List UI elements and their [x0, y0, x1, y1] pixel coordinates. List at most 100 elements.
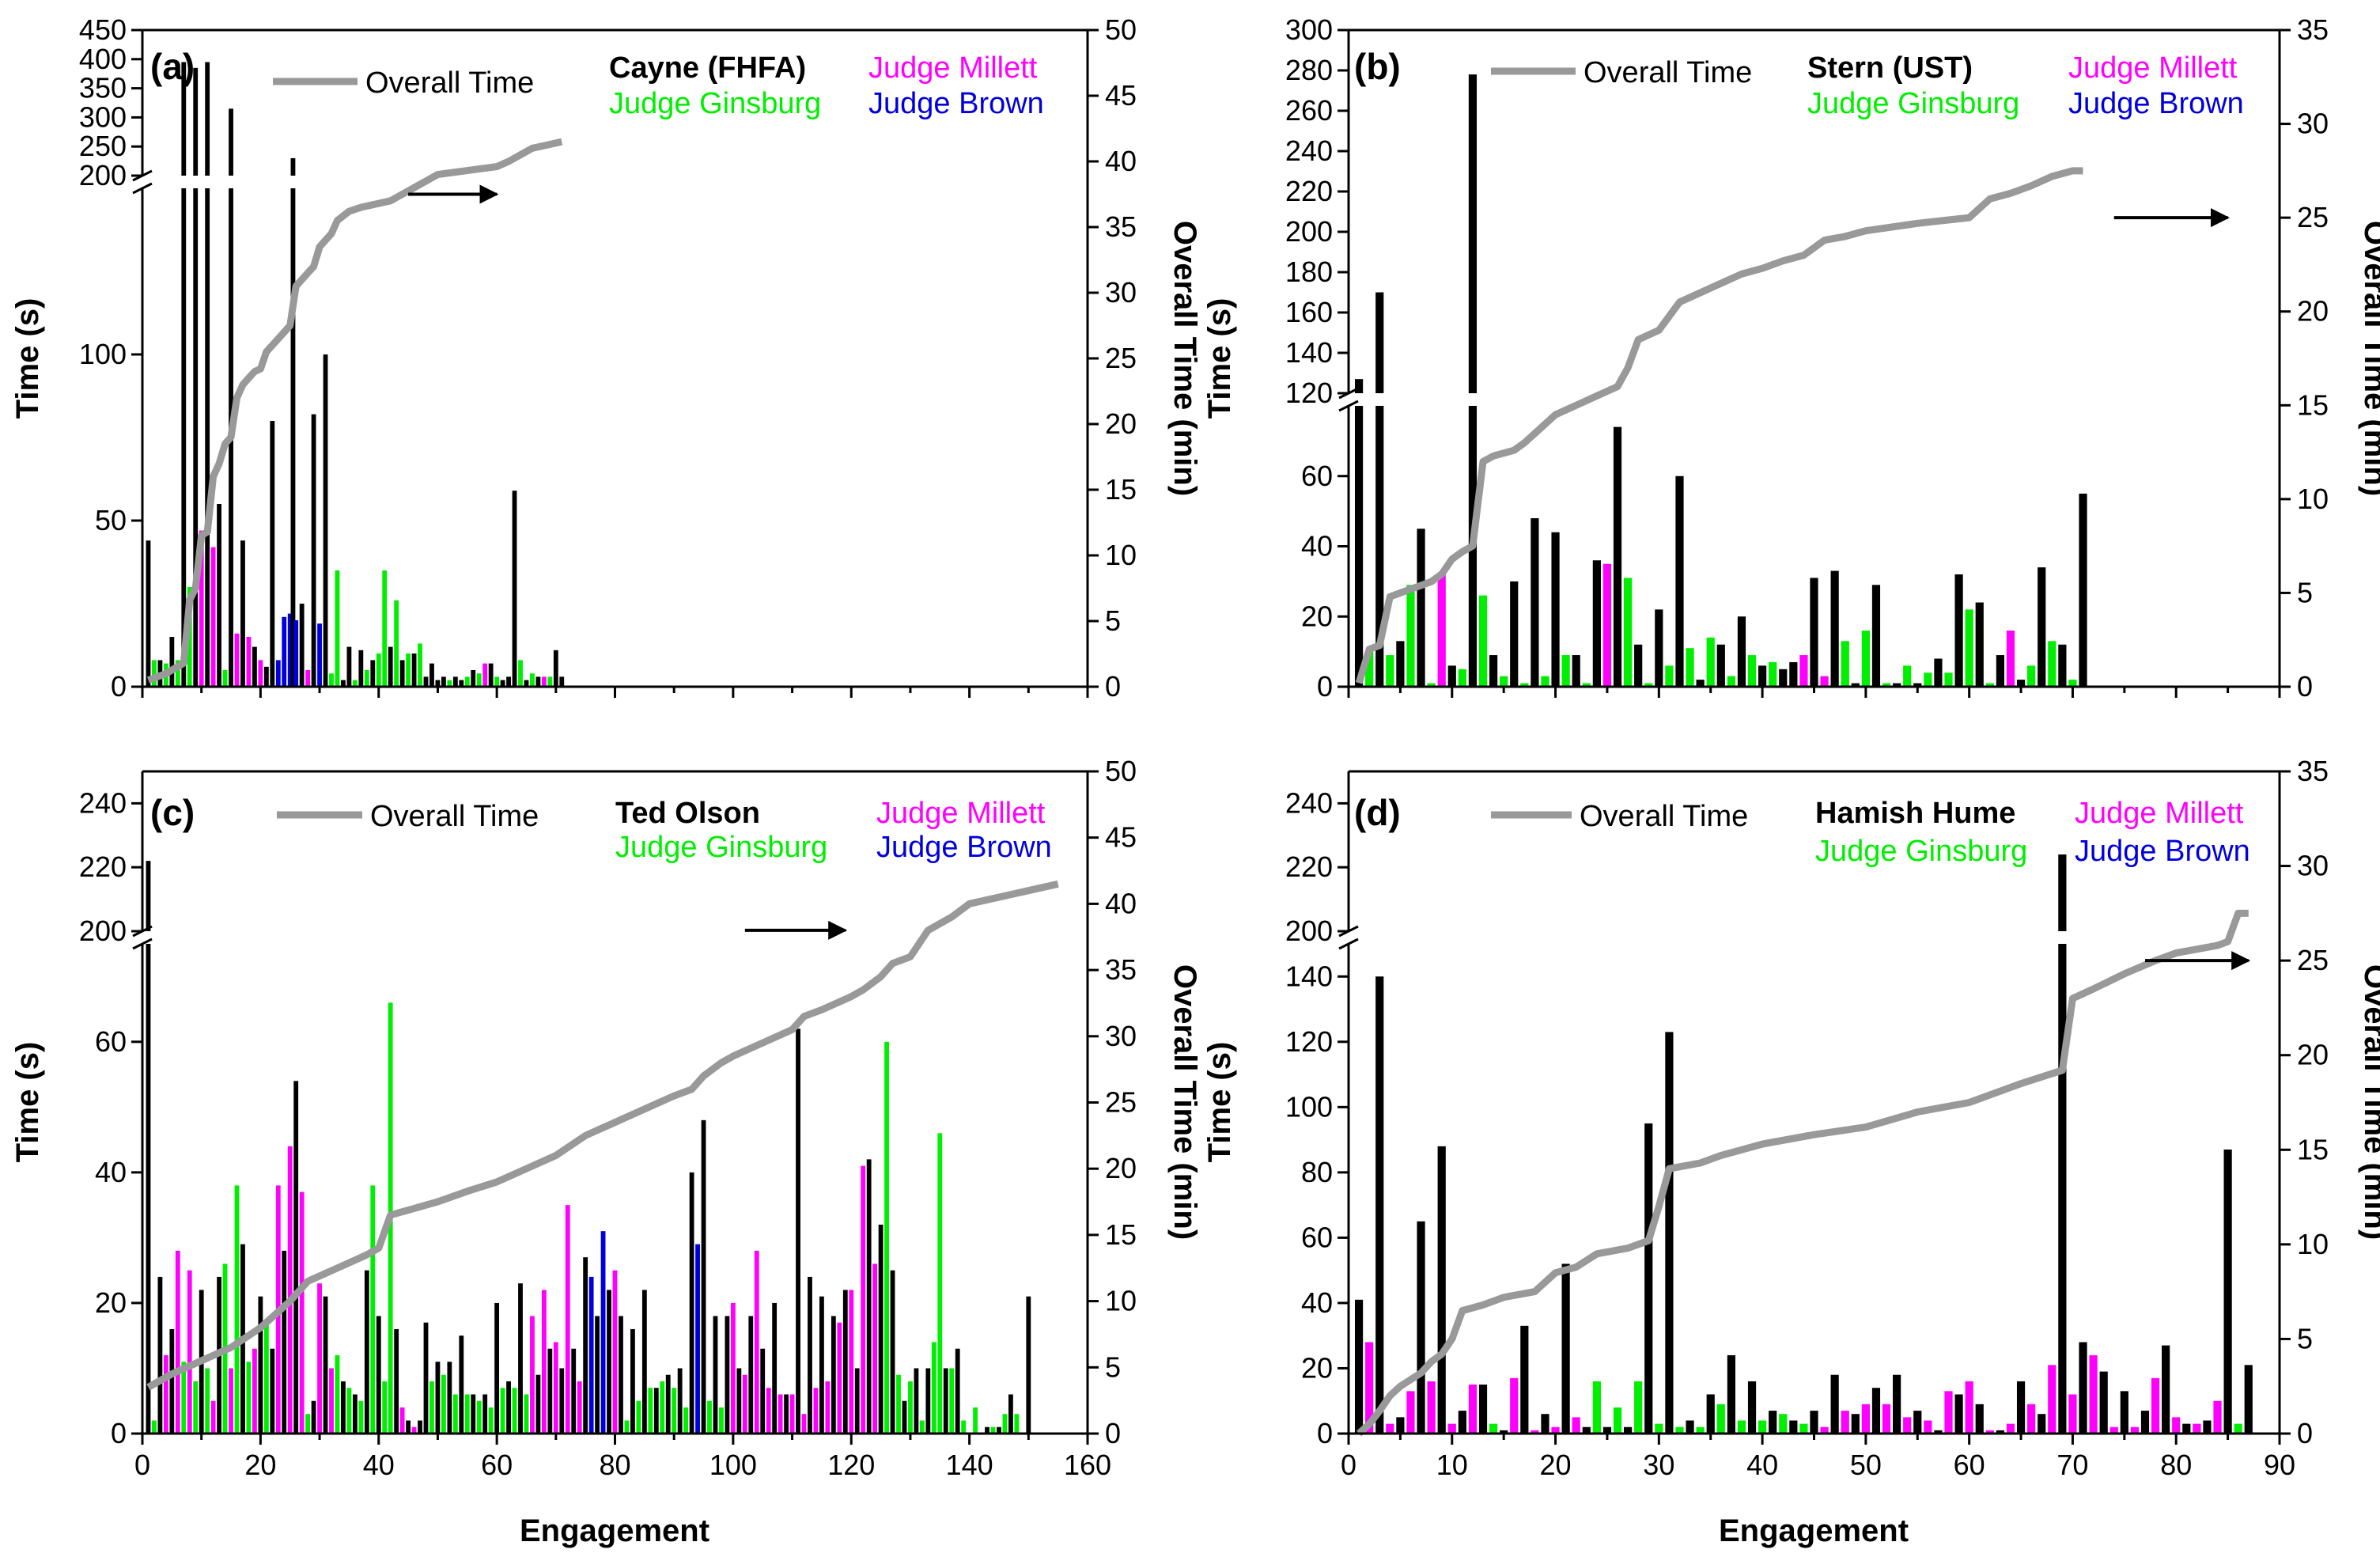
- panel-b-bar-ginsburg: [1561, 655, 1570, 687]
- panel-d-bar-speaker: [1893, 1374, 1901, 1434]
- panel-a-bar-speaker: [240, 540, 245, 687]
- panel-b-y-upper-tick-label: 120: [1285, 377, 1333, 409]
- panel-c-bar-speaker: [985, 1426, 989, 1434]
- panel-c-bar-millett: [299, 1191, 305, 1434]
- panel-b-bar-speaker: [1375, 406, 1384, 687]
- panel-d-y2label: Overall Time (min): [2358, 964, 2380, 1240]
- panel-c-bar-ginsburg: [660, 1381, 665, 1434]
- panel-c-bar-millett: [813, 1388, 819, 1434]
- panel-c-y2-tick-label: 15: [1105, 1218, 1137, 1251]
- panel-b-bar-speaker: [1975, 602, 1984, 687]
- panel-c-bar-speaker: [559, 1368, 565, 1434]
- panel-b-bar-ginsburg: [1706, 637, 1715, 687]
- panel-d-legend-ginsburg: Judge Ginsburg: [1815, 835, 2027, 868]
- panel-c-x-tick-label: 140: [946, 1449, 993, 1481]
- panel-d-bar-millett: [1406, 1391, 1415, 1434]
- panel-a-bar-speaker: [535, 676, 541, 687]
- panel-d-y-tick-label: 100: [1285, 1090, 1333, 1123]
- panel-c-y-tick-label: 60: [95, 1025, 127, 1058]
- panel-d-bar-speaker: [1789, 1420, 1798, 1434]
- panel-a-bar-brown: [275, 660, 281, 687]
- panel-c-bar-millett: [287, 1146, 293, 1434]
- panel-b-bar-ginsburg: [1841, 641, 1849, 687]
- panel-a-bar-speaker: [411, 653, 417, 687]
- panel-c-bar-ginsburg: [452, 1394, 458, 1434]
- panel-a-bar-ginsburg: [406, 653, 411, 687]
- panel-d-bar-speaker: [1561, 1263, 1570, 1434]
- panel-c-bar-speaker: [713, 1316, 718, 1434]
- panel-a-bar-ginsburg: [329, 673, 334, 687]
- panel-c-break-mark: [132, 938, 153, 950]
- panel-d-bar-millett: [1468, 1385, 1478, 1434]
- panel-c-x-tick-label: 0: [134, 1449, 150, 1481]
- panel-c-y-upper-tick-label: 240: [79, 786, 127, 819]
- panel-a-bar-millett: [210, 547, 216, 687]
- panel-d-bar-speaker: [1437, 1146, 1446, 1434]
- panel-d-y-tick-label: 140: [1285, 960, 1333, 992]
- panel-c-bar-ginsburg: [884, 1041, 889, 1434]
- panel-c-bar-millett: [754, 1250, 759, 1434]
- panel-b-label: (b): [1354, 46, 1401, 87]
- panel-d-bar-millett: [2027, 1404, 2036, 1434]
- panel-d-y-tick-label: 40: [1301, 1286, 1333, 1319]
- panel-c-bar-speaker: [878, 1224, 884, 1434]
- panel-d-x-tick-label: 0: [1341, 1449, 1356, 1481]
- panel-d-bar-speaker: [1727, 1354, 1735, 1434]
- panel-a-bar-speaker: [181, 188, 187, 687]
- panel-c-bar-millett: [317, 1283, 322, 1434]
- panel-c-bar-speaker: [819, 1296, 824, 1434]
- panel-c-bar-millett: [329, 1368, 334, 1434]
- panel-d-bar-speaker: [1417, 1221, 1425, 1434]
- panel-d-bar-ginsburg: [1675, 1426, 1684, 1434]
- panel-a-y2-tick-label: 5: [1105, 604, 1121, 637]
- panel-b-bar-ginsburg: [1623, 578, 1633, 687]
- panel-a-y-tick-label: 100: [79, 338, 127, 370]
- panel-b-bar-speaker: [1634, 644, 1643, 687]
- panel-c-y2-tick-label: 5: [1105, 1351, 1121, 1383]
- panel-d-bar-speaker: [1747, 1381, 1757, 1434]
- panel-b-bar-speaker-upper: [1375, 292, 1384, 393]
- panel-a-bar-millett: [541, 676, 547, 687]
- panel-a-y2-tick-label: 50: [1105, 13, 1137, 46]
- panel-b-bar-speaker: [1447, 665, 1456, 687]
- panel-b-bar-ginsburg: [1769, 661, 1777, 687]
- panel-a-bar-speaker-upper: [205, 62, 210, 176]
- panel-b-bar-speaker: [1810, 578, 1818, 687]
- panel-b-bar-ginsburg: [1386, 655, 1394, 687]
- panel-a-bar-speaker: [524, 680, 529, 687]
- panel-b-bar-speaker-upper: [1468, 74, 1478, 393]
- panel-c-bar-ginsburg: [152, 1420, 157, 1434]
- panel-d-bar-speaker: [1375, 976, 1384, 1434]
- panel-a-bar-ginsburg: [222, 670, 228, 687]
- panel-d-bar-millett: [2089, 1354, 2098, 1434]
- panel-b-bar-speaker: [1758, 665, 1767, 687]
- panel-b: 0 20 40 60 120 140 160 180 200 220 240 260 280 300 0 5 1…: [1202, 13, 2380, 703]
- panel-c-bar-speaker: [725, 1316, 730, 1434]
- panel-a-bar-speaker: [459, 680, 464, 687]
- panel-b-y-upper-tick-label: 180: [1285, 256, 1333, 288]
- panel-d-bar-millett: [1944, 1391, 1953, 1434]
- panel-d-y2-tick-label: 20: [2297, 1039, 2329, 1071]
- panel-b-bar-speaker: [1489, 655, 1498, 687]
- panel-d-break-gap: [1338, 932, 1360, 943]
- panel-b-bars: [1354, 74, 2087, 687]
- panel-d-y-tick-label: 20: [1301, 1351, 1333, 1384]
- panel-c-x-tick-label: 100: [709, 1449, 757, 1481]
- panel-c-bar-speaker: [854, 1368, 860, 1434]
- panel-d-bar-millett: [1365, 1342, 1374, 1434]
- panel-b-bar-ginsburg: [2048, 641, 2056, 687]
- panel-d-bar-speaker: [1396, 1417, 1405, 1434]
- panel-b-bar-millett: [1799, 655, 1808, 687]
- panel-c-bar-speaker: [583, 1257, 588, 1434]
- panel-b-y-upper-tick-label: 200: [1285, 215, 1333, 248]
- panel-c-bar-ginsburg: [370, 1185, 376, 1434]
- panel-a-bar-speaker: [263, 666, 269, 687]
- panel-c-bar-speaker: [630, 1328, 635, 1434]
- panel-c-bar-speaker: [808, 1276, 812, 1434]
- panel-a-bar-speaker: [346, 646, 352, 687]
- panel-d-bar-millett: [1531, 1430, 1539, 1434]
- panel-d-bar-ginsburg: [1634, 1381, 1643, 1434]
- panel-a-legend-overall-time: Overall Time: [365, 66, 534, 100]
- panel-c-bar-speaker: [506, 1381, 511, 1434]
- panel-d-bar-ginsburg: [1613, 1407, 1622, 1434]
